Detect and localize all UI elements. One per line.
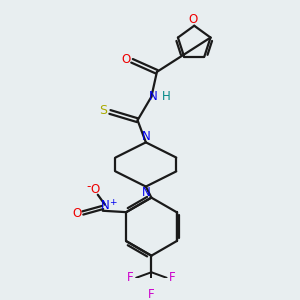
Text: N: N bbox=[142, 130, 150, 143]
Text: F: F bbox=[169, 271, 176, 284]
Text: O: O bbox=[90, 183, 100, 196]
Text: O: O bbox=[72, 207, 81, 220]
Text: -: - bbox=[87, 181, 91, 194]
Text: H: H bbox=[161, 90, 170, 103]
Text: N: N bbox=[142, 186, 150, 199]
Text: S: S bbox=[99, 104, 107, 117]
Text: O: O bbox=[121, 53, 130, 66]
Text: O: O bbox=[188, 13, 197, 26]
Text: +: + bbox=[109, 198, 116, 207]
Text: F: F bbox=[127, 271, 134, 284]
Text: F: F bbox=[148, 288, 155, 300]
Text: N: N bbox=[100, 199, 109, 212]
Text: N: N bbox=[148, 90, 157, 103]
